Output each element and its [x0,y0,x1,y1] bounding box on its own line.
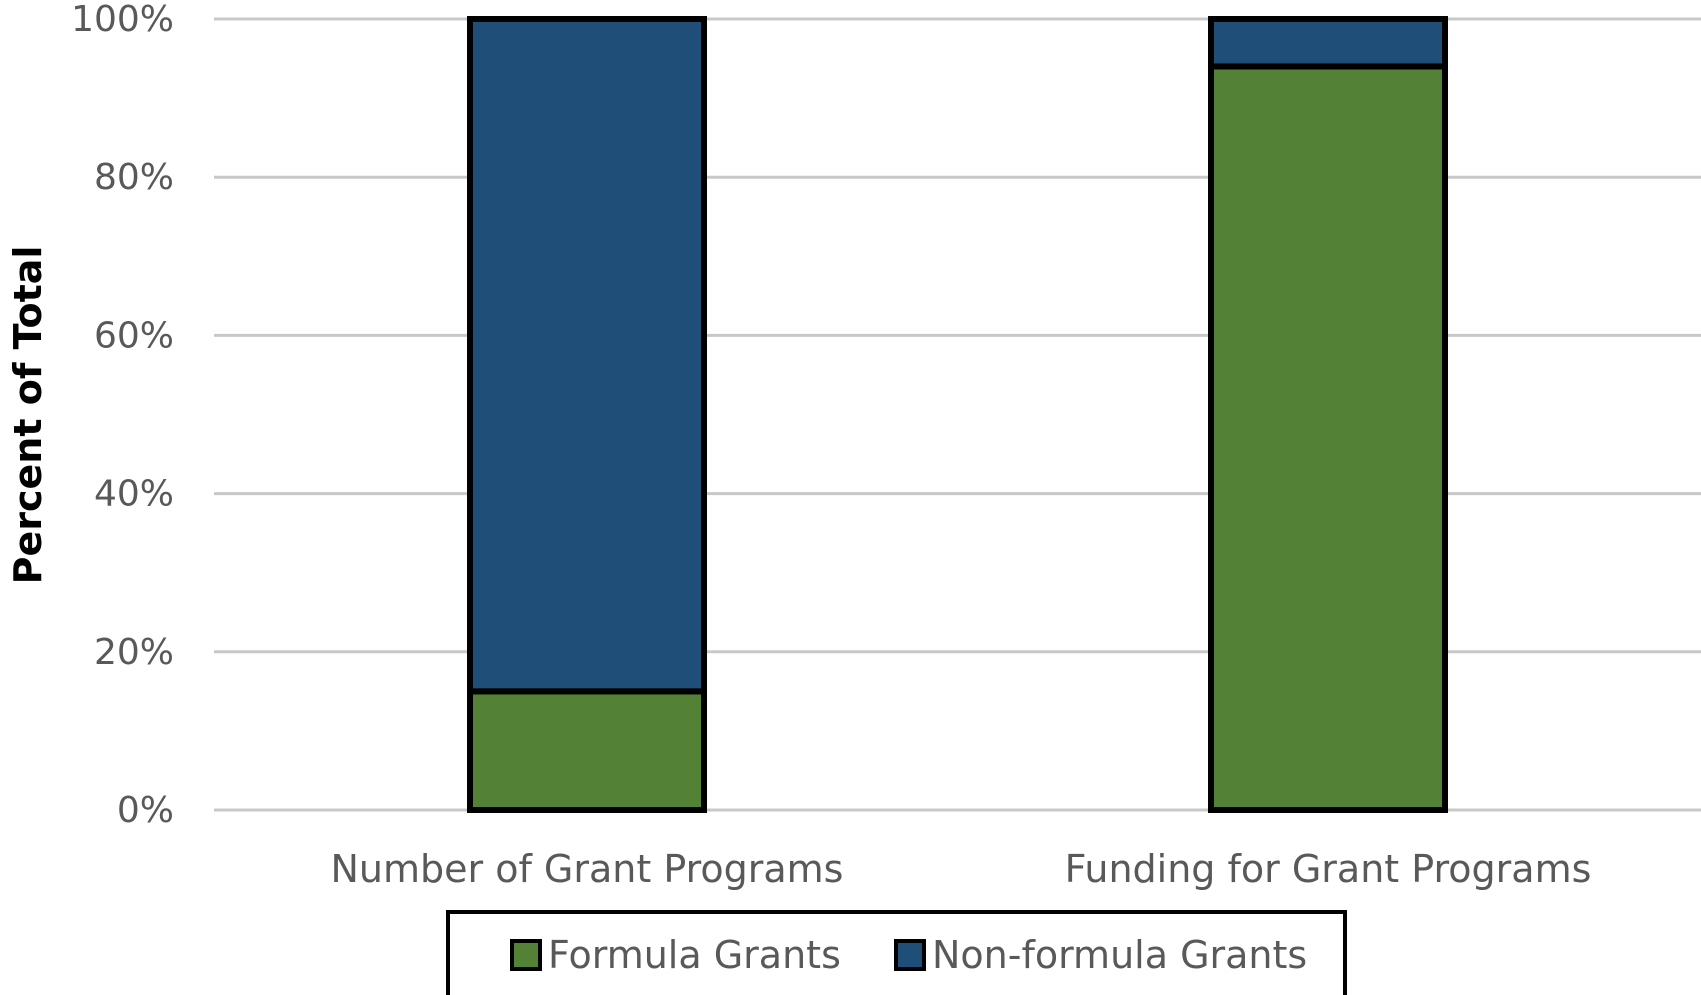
y-tick-label: 100% [71,0,174,40]
x-axis-categories: Number of Grant Programs Funding for Gran… [331,847,1592,891]
bar-segment [467,16,707,695]
bar-segment [1208,63,1448,813]
y-tick-label: 20% [94,632,174,673]
bar-segment [467,688,707,813]
y-axis-title: Percent of Total [6,246,50,585]
legend-swatch [510,939,542,971]
y-tick-label: 40% [94,474,174,515]
legend-swatch [894,939,926,971]
legend-frame [446,910,1347,995]
y-tick-label: 0% [117,790,174,831]
legend-label: Non-formula Grants [932,933,1307,977]
bar-segment [1208,16,1448,70]
x-category-label: Number of Grant Programs [331,847,844,891]
y-tick-label: 60% [94,315,174,356]
bars [467,16,1448,813]
legend-label: Formula Grants [548,933,841,977]
legend: Formula Grants Non-formula Grants [446,910,1347,995]
y-axis-ticks: 0% 20% 40% 60% 80% 100% [71,0,174,831]
x-category-label: Funding for Grant Programs [1065,847,1592,891]
y-tick-label: 80% [94,157,174,198]
gridlines [214,17,1701,812]
